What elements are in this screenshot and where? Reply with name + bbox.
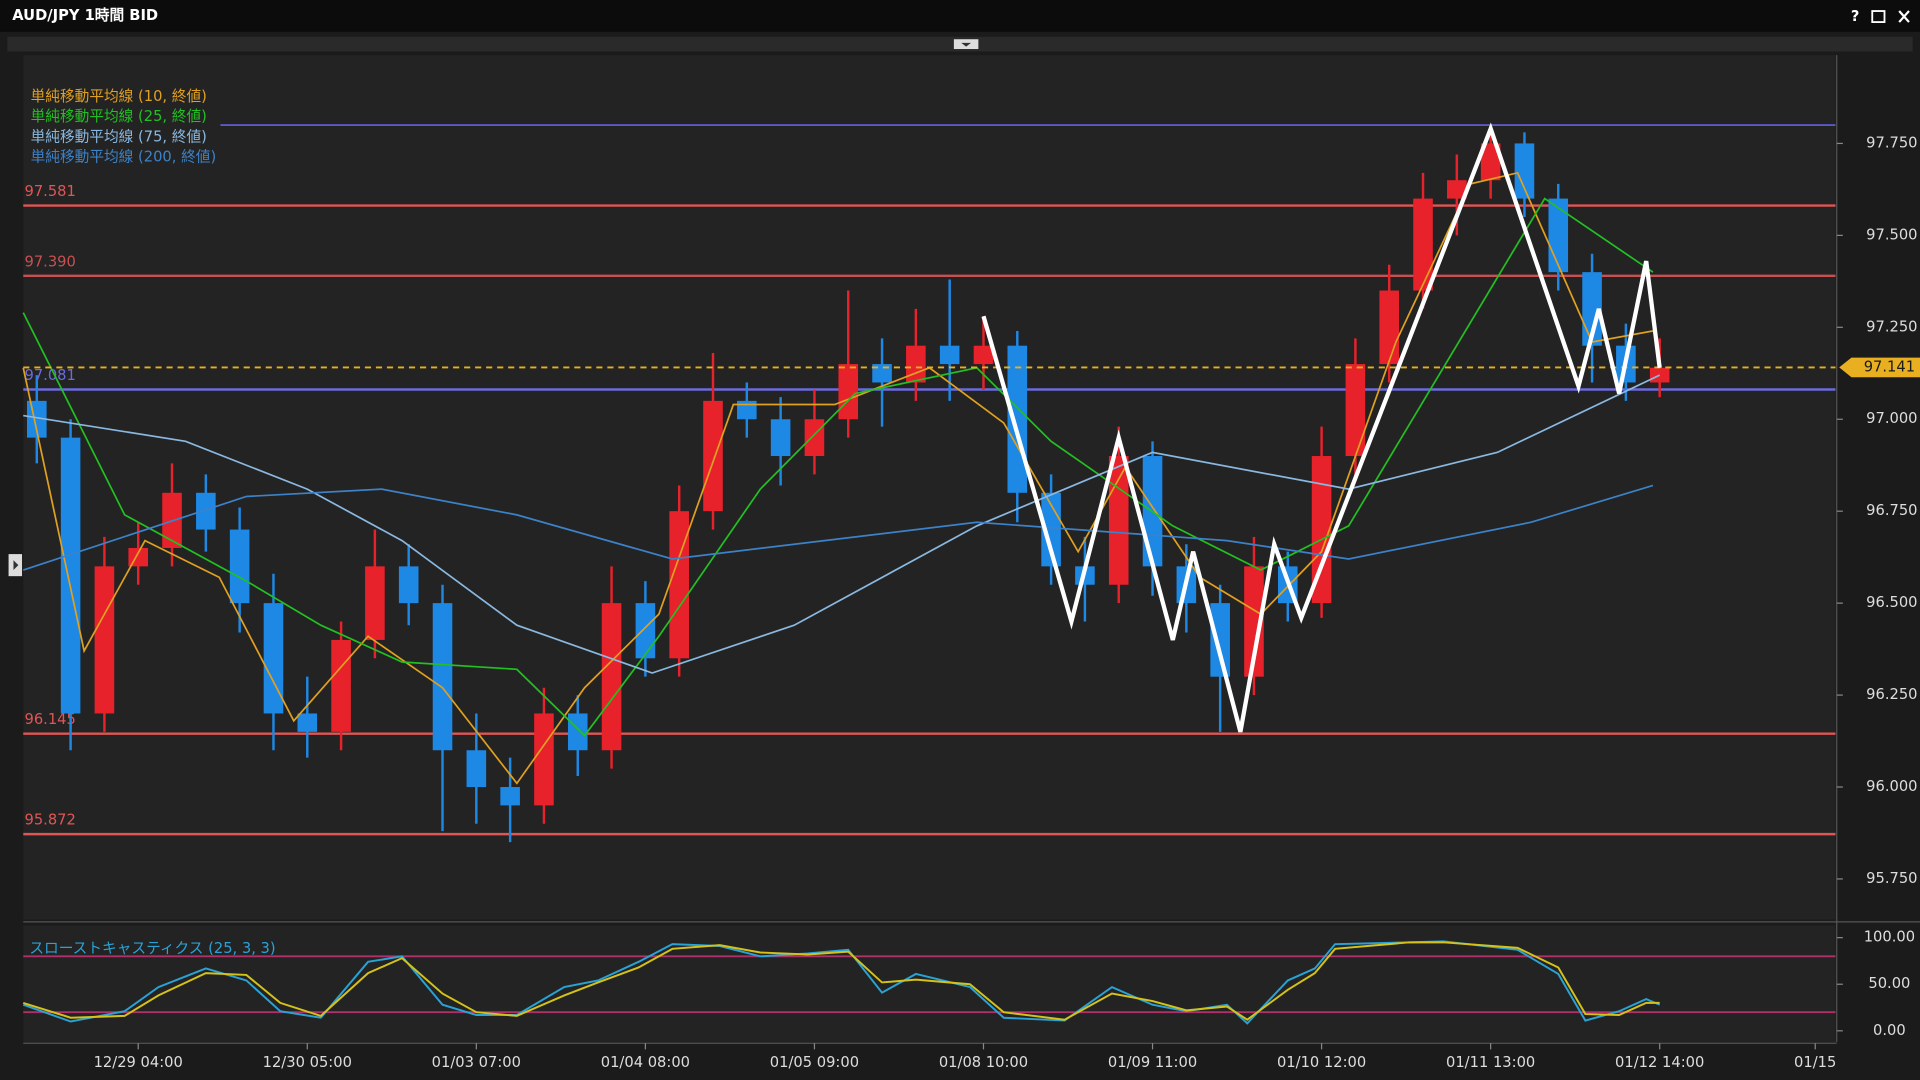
legend-entry: 単純移動平均線 (10, 終値) (31, 88, 207, 105)
collapse-icon (961, 42, 972, 47)
candle-body (432, 603, 453, 751)
y-tick-label: 96.500 (1866, 594, 1917, 611)
candle-body (1514, 143, 1535, 199)
x-tick-label: 01/04 08:00 (601, 1054, 690, 1071)
candle-body (1311, 456, 1332, 604)
stochastic-layer: 0.00 50.00 100.00 スローストキャスティクス (25, 3, 3) (22, 929, 1915, 1039)
y-tick-label: 100.00 (1864, 929, 1915, 946)
side-tab-icon (13, 560, 19, 571)
moving-average (23, 374, 1661, 674)
candle-body (196, 492, 216, 530)
x-tick-label: 12/29 04:00 (94, 1054, 183, 1071)
candle-body (1244, 566, 1264, 677)
candle-body (737, 400, 757, 420)
candle-body (635, 603, 656, 659)
price-layer: 95.750 96.000 96.250 96.500 96.750 97.000 97.2… (22, 88, 1920, 1071)
legend-entry: 単純移動平均線 (200, 終値) (31, 149, 217, 166)
help-button[interactable]: ? (1851, 8, 1860, 25)
candle-body (1582, 272, 1602, 346)
x-tick-label: 12/30 05:00 (263, 1054, 352, 1071)
maximize-button[interactable] (1871, 10, 1886, 23)
level-label: 97.390 (24, 253, 75, 270)
current-price-label: 97.141 (1864, 358, 1915, 375)
y-tick-label: 97.500 (1866, 226, 1917, 243)
close-button[interactable] (1898, 10, 1910, 23)
candle-body (804, 419, 825, 457)
x-tick-label: 01/10 12:00 (1277, 1054, 1366, 1071)
price-panel (23, 55, 1836, 920)
x-tick-label: 01/11 13:00 (1446, 1054, 1535, 1071)
candle-body (770, 419, 791, 457)
y-tick-label: 97.250 (1866, 318, 1917, 335)
zigzag-drawing (981, 122, 1662, 733)
candle-body (331, 639, 351, 732)
legend-entry: 単純移動平均線 (25, 終値) (31, 108, 207, 125)
y-tick-label: 96.750 (1866, 502, 1917, 519)
level-label: 96.145 (24, 711, 75, 728)
candle-body (466, 750, 487, 788)
candle-body (838, 364, 859, 420)
x-tick-label: 01/15 (1794, 1054, 1836, 1071)
candle-body (1210, 603, 1230, 677)
y-tick-label: 97.000 (1866, 410, 1917, 427)
candle-body (939, 345, 960, 365)
legend-entry: 単純移動平均線 (75, 終値) (31, 128, 207, 145)
candle-body (1649, 367, 1670, 383)
candle-body (1345, 364, 1366, 457)
candle-body (1548, 198, 1569, 273)
candle-body (601, 603, 622, 751)
y-tick-label: 95.750 (1866, 870, 1917, 887)
candle-body (365, 566, 385, 640)
candle-body (669, 511, 689, 659)
y-tick-label: 97.750 (1866, 134, 1917, 151)
panel-title: スローストキャスティクス (25, 3, 3) (29, 940, 275, 957)
candle-body (1108, 456, 1129, 585)
x-tick-label: 01/03 07:00 (432, 1054, 521, 1071)
candle-body (297, 713, 318, 732)
y-tick-label: 0.00 (1873, 1022, 1906, 1039)
y-tick-label: 96.250 (1866, 686, 1917, 703)
candle-body (263, 603, 284, 714)
y-tick-label: 50.00 (1868, 975, 1910, 992)
y-tick-label: 96.000 (1866, 778, 1917, 795)
candle-body (906, 345, 926, 383)
candle-body (1379, 290, 1400, 365)
stochastic-panel (23, 925, 1836, 1042)
candle-body (534, 713, 554, 806)
candle-body (1480, 143, 1501, 181)
window-title: AUD/JPY 1時間 BID (12, 6, 158, 24)
candle-body (1447, 180, 1467, 199)
x-tick-label: 01/09 11:00 (1108, 1054, 1197, 1071)
stochastic-line (22, 941, 1660, 1021)
x-tick-label: 01/12 14:00 (1615, 1054, 1704, 1071)
moving-average (22, 171, 1654, 785)
candle-body (60, 437, 81, 714)
current-price-box (1839, 357, 1920, 378)
title-bar (0, 0, 1920, 32)
candle-body (1041, 492, 1061, 567)
candle-body (94, 566, 115, 714)
moving-average (22, 197, 1654, 737)
candle-body (872, 364, 892, 383)
level-label: 97.581 (24, 183, 75, 200)
candle-body (703, 400, 723, 512)
level-label: 97.081 (24, 367, 75, 384)
x-tick-label: 01/08 10:00 (939, 1054, 1028, 1071)
candle-body (500, 787, 520, 806)
moving-average (22, 484, 1654, 571)
candle-body (229, 529, 250, 604)
level-label: 95.872 (24, 812, 75, 829)
candle-body (398, 566, 419, 604)
candle-body (1413, 198, 1433, 291)
x-tick-label: 01/05 09:00 (770, 1054, 859, 1071)
candle-body (567, 713, 588, 751)
candle-body (973, 345, 994, 365)
